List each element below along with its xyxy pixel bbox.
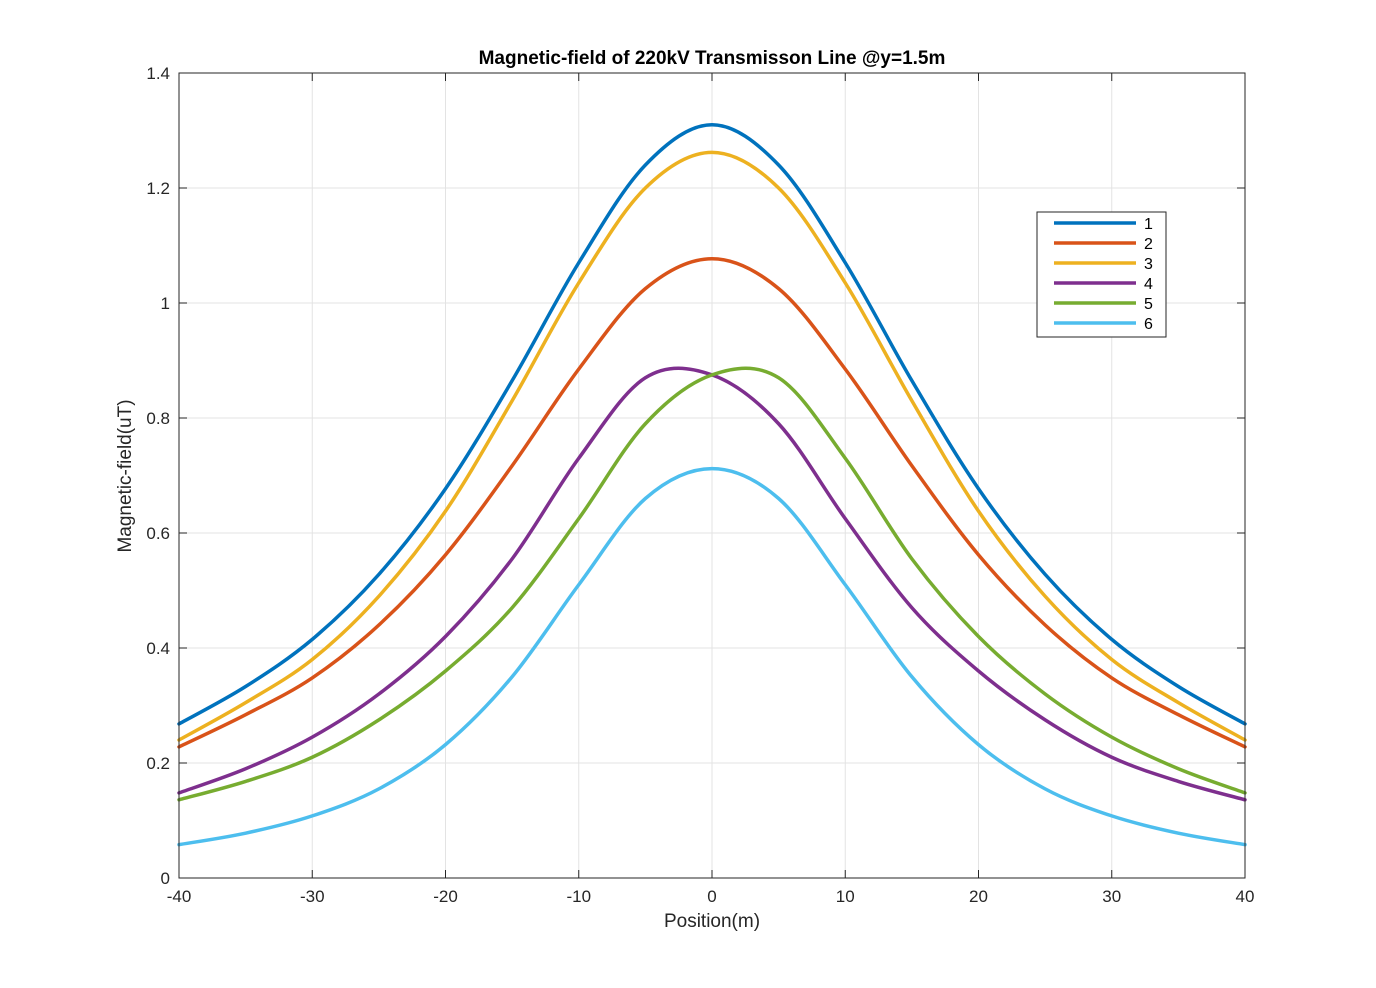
y-axis-label: Magnetic-field(uT) xyxy=(115,399,136,552)
legend-label: 5 xyxy=(1144,296,1153,313)
y-tick-label: 0.6 xyxy=(146,524,170,543)
y-tick-label: 1.4 xyxy=(146,64,170,83)
series-line-3 xyxy=(177,150,1247,742)
legend-box xyxy=(1036,211,1167,338)
x-tick-label: -40 xyxy=(167,887,192,906)
x-tick-label: 30 xyxy=(1102,887,1121,906)
y-tick-label: 0 xyxy=(161,869,170,888)
ticks: -40 -30 -20 -10 0 10 20 30 40 0 0.2 0.4 0.6 0.8 1 1.2 1.… xyxy=(146,64,1254,906)
legend-label: 6 xyxy=(1144,316,1153,333)
legend-label: 1 xyxy=(1144,216,1153,233)
plot-lines xyxy=(177,123,1247,847)
chart-title: Magnetic-field of 220kV Transmisson Line… xyxy=(479,48,946,69)
legend: 1 2 3 4 5 6 xyxy=(1036,211,1167,338)
y-tick-label: 1 xyxy=(161,294,170,313)
y-tick-label: 0.8 xyxy=(146,409,170,428)
x-tick-label: 10 xyxy=(836,887,855,906)
x-tick-label: 20 xyxy=(969,887,988,906)
legend-label: 4 xyxy=(1144,276,1153,293)
x-tick-label: 40 xyxy=(1236,887,1255,906)
series-line-5 xyxy=(177,366,1247,802)
y-tick-label: 0.2 xyxy=(146,754,170,773)
legend-label: 2 xyxy=(1144,236,1153,253)
series-line-6 xyxy=(177,466,1247,847)
x-tick-label: -30 xyxy=(300,887,325,906)
x-tick-label: -10 xyxy=(566,887,591,906)
y-tick-label: 0.4 xyxy=(146,639,170,658)
x-axis-label: Position(m) xyxy=(664,911,760,932)
series-line-1 xyxy=(177,123,1247,726)
legend-label: 3 xyxy=(1144,256,1153,273)
series-line-2 xyxy=(177,256,1247,749)
x-tick-label: 0 xyxy=(707,887,716,906)
x-tick-label: -20 xyxy=(433,887,458,906)
y-tick-label: 1.2 xyxy=(146,179,170,198)
